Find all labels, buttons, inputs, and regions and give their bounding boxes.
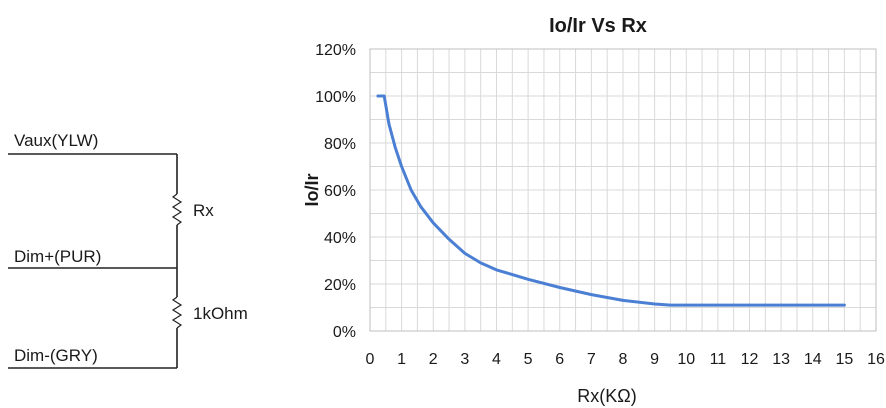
x-tick-label: 1 xyxy=(397,351,406,368)
x-tick-label: 2 xyxy=(429,351,438,368)
y-tick-label: 120% xyxy=(315,42,356,59)
grid-major xyxy=(369,48,877,332)
rx-resistor-icon xyxy=(171,193,183,226)
y-tick-label: 20% xyxy=(324,277,356,294)
series-line xyxy=(376,94,846,307)
x-tick-label: 16 xyxy=(867,351,885,368)
x-tick-label: 4 xyxy=(492,351,501,368)
x-tick-label: 13 xyxy=(772,351,790,368)
x-axis-label: Rx(KΩ) xyxy=(577,386,636,406)
dim-plus-label: Dim+(PUR) xyxy=(14,247,101,266)
x-tick-label: 9 xyxy=(650,351,659,368)
x-tick-label: 14 xyxy=(804,351,822,368)
r-fixed-label: 1kOhm xyxy=(193,304,248,323)
x-tick-labels: 0 1 2 3 4 5 6 7 8 9 10 11 12 13 14 15 16 xyxy=(366,351,885,368)
y-tick-label: 40% xyxy=(324,230,356,247)
fixed-resistor-icon xyxy=(171,296,183,329)
x-tick-label: 5 xyxy=(524,351,533,368)
y-tick-label: 100% xyxy=(315,89,356,106)
y-tick-label: 80% xyxy=(324,136,356,153)
y-tick-label: 0% xyxy=(333,324,356,341)
x-tick-label: 12 xyxy=(741,351,759,368)
x-tick-label: 11 xyxy=(710,351,727,368)
x-tick-label: 6 xyxy=(555,351,564,368)
rx-label: Rx xyxy=(193,201,214,220)
circuit-diagram: Vaux(YLW) Dim+(PUR) Dim-(GRY) Rx 1kOhm xyxy=(8,131,248,369)
x-tick-label: 3 xyxy=(460,351,469,368)
y-axis-label: Io/Ir xyxy=(302,173,322,206)
grid-minor xyxy=(369,48,877,332)
chart: Io/Ir Vs Rx Io/Ir Rx(KΩ) 0% 20% 40% 60% 80% 1… xyxy=(302,15,885,406)
series-layer xyxy=(376,94,846,307)
chart-title: Io/Ir Vs Rx xyxy=(549,15,647,37)
x-tick-label: 0 xyxy=(366,351,375,368)
x-tick-label: 10 xyxy=(677,351,695,368)
dim-minus-label: Dim-(GRY) xyxy=(14,346,98,365)
x-tick-label: 7 xyxy=(587,351,596,368)
y-tick-label: 60% xyxy=(324,183,356,200)
y-tick-labels: 0% 20% 40% 60% 80% 100% 120% xyxy=(315,42,356,341)
x-tick-label: 15 xyxy=(835,351,853,368)
vaux-label: Vaux(YLW) xyxy=(14,131,98,150)
plot-frame xyxy=(369,48,877,332)
x-tick-label: 8 xyxy=(619,351,628,368)
